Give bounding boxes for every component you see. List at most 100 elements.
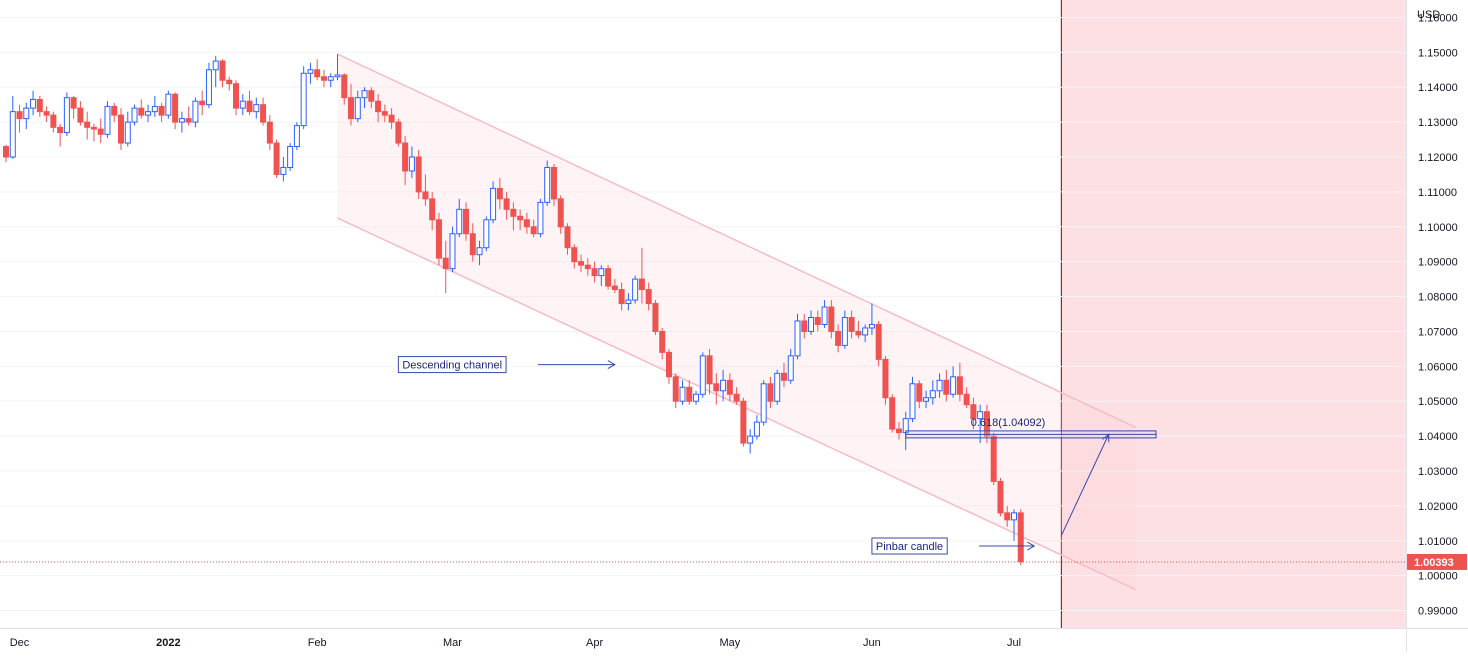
- candle[interactable]: [334, 54, 341, 81]
- candle[interactable]: [564, 223, 571, 255]
- candle[interactable]: [990, 432, 997, 485]
- candle[interactable]: [571, 244, 578, 269]
- candle[interactable]: [429, 191, 436, 231]
- candle[interactable]: [341, 73, 348, 105]
- candle[interactable]: [841, 310, 848, 349]
- candle[interactable]: [273, 139, 280, 178]
- candle[interactable]: [868, 303, 875, 335]
- candle[interactable]: [760, 380, 767, 426]
- candle[interactable]: [111, 102, 118, 123]
- candle[interactable]: [280, 157, 287, 182]
- candle[interactable]: [747, 429, 754, 454]
- candle[interactable]: [530, 219, 537, 238]
- candle[interactable]: [862, 324, 869, 342]
- candle[interactable]: [205, 62, 212, 109]
- candle[interactable]: [672, 373, 679, 409]
- candle[interactable]: [726, 373, 733, 402]
- candle[interactable]: [165, 90, 172, 119]
- candle[interactable]: [625, 293, 632, 311]
- candle[interactable]: [598, 265, 605, 287]
- candle[interactable]: [199, 90, 206, 116]
- candle[interactable]: [172, 92, 179, 130]
- candle[interactable]: [855, 320, 862, 339]
- candle[interactable]: [287, 143, 294, 171]
- candle[interactable]: [449, 226, 456, 273]
- candle[interactable]: [848, 310, 855, 339]
- candle[interactable]: [388, 108, 395, 130]
- candle[interactable]: [185, 106, 192, 126]
- candle[interactable]: [997, 477, 1004, 517]
- candle[interactable]: [943, 369, 950, 402]
- candle[interactable]: [632, 275, 639, 304]
- candle[interactable]: [381, 104, 388, 123]
- candle[interactable]: [233, 80, 240, 116]
- candle[interactable]: [693, 390, 700, 405]
- candle[interactable]: [246, 90, 253, 116]
- candle[interactable]: [9, 95, 16, 159]
- candle[interactable]: [253, 97, 260, 119]
- candle[interactable]: [300, 66, 307, 130]
- candle[interactable]: [895, 422, 902, 440]
- candle[interactable]: [469, 223, 476, 262]
- candle[interactable]: [435, 212, 442, 266]
- candle[interactable]: [145, 104, 152, 123]
- candle[interactable]: [557, 195, 564, 234]
- candle[interactable]: [30, 90, 37, 116]
- candle[interactable]: [970, 397, 977, 430]
- candle[interactable]: [503, 191, 510, 220]
- candle[interactable]: [618, 282, 625, 311]
- candle[interactable]: [348, 83, 355, 126]
- candle[interactable]: [118, 108, 125, 151]
- candle[interactable]: [808, 310, 815, 335]
- candle[interactable]: [368, 87, 375, 109]
- candle[interactable]: [774, 369, 781, 405]
- candle[interactable]: [463, 202, 470, 241]
- candle[interactable]: [740, 397, 747, 447]
- candle[interactable]: [375, 94, 382, 123]
- candle[interactable]: [476, 240, 483, 266]
- candle[interactable]: [178, 111, 185, 133]
- candle[interactable]: [192, 97, 199, 128]
- candle[interactable]: [307, 62, 314, 84]
- candle[interactable]: [90, 123, 97, 142]
- candle[interactable]: [84, 111, 91, 140]
- candle[interactable]: [16, 104, 23, 133]
- candle[interactable]: [686, 380, 693, 405]
- candle[interactable]: [97, 118, 104, 144]
- candle[interactable]: [1017, 509, 1024, 566]
- candle[interactable]: [956, 362, 963, 402]
- candle[interactable]: [679, 380, 686, 405]
- candle[interactable]: [936, 373, 943, 398]
- candle[interactable]: [219, 59, 226, 88]
- candle[interactable]: [780, 362, 787, 388]
- candle[interactable]: [821, 300, 828, 328]
- candle[interactable]: [578, 254, 585, 273]
- candle[interactable]: [665, 348, 672, 384]
- candle[interactable]: [753, 415, 760, 440]
- candle[interactable]: [138, 99, 145, 119]
- candle[interactable]: [314, 59, 321, 81]
- candle[interactable]: [611, 279, 618, 294]
- candle[interactable]: [923, 390, 930, 409]
- candle[interactable]: [239, 94, 246, 116]
- candle[interactable]: [104, 101, 111, 138]
- candle[interactable]: [713, 373, 720, 405]
- candle[interactable]: [361, 87, 368, 109]
- candle[interactable]: [889, 394, 896, 433]
- candle[interactable]: [36, 95, 43, 117]
- candle[interactable]: [950, 366, 957, 398]
- candle[interactable]: [212, 55, 219, 88]
- candle[interactable]: [909, 376, 916, 423]
- candle[interactable]: [523, 212, 530, 234]
- candle[interactable]: [77, 101, 84, 126]
- candle[interactable]: [537, 198, 544, 238]
- candle[interactable]: [226, 76, 233, 91]
- candle[interactable]: [828, 300, 835, 339]
- candle[interactable]: [327, 73, 334, 88]
- candle[interactable]: [544, 160, 551, 206]
- candle[interactable]: [983, 404, 990, 444]
- candle[interactable]: [733, 387, 740, 405]
- candle[interactable]: [963, 387, 970, 409]
- candle[interactable]: [591, 261, 598, 283]
